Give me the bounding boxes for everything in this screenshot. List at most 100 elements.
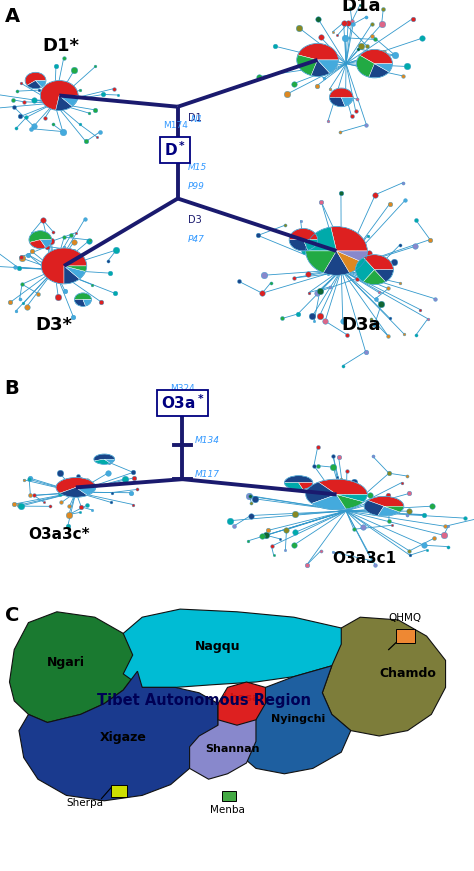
Wedge shape (384, 506, 404, 512)
Point (340, 16, 347, 30)
Point (271, 39, 279, 53)
Wedge shape (356, 258, 374, 282)
Point (130, 471, 137, 485)
Point (35, 83, 43, 97)
Point (384, 281, 392, 295)
Point (70, 235, 78, 249)
Point (19, 296, 27, 310)
Wedge shape (329, 88, 353, 98)
Polygon shape (218, 682, 265, 726)
Point (26, 471, 34, 485)
Point (348, 109, 356, 123)
Point (264, 523, 272, 537)
Point (313, 286, 320, 300)
Wedge shape (356, 55, 374, 78)
Wedge shape (104, 459, 115, 463)
Point (418, 31, 426, 45)
Point (368, 17, 375, 31)
Point (371, 63, 379, 77)
Point (365, 246, 373, 260)
Point (351, 229, 359, 243)
Wedge shape (284, 483, 303, 490)
Point (18, 277, 26, 291)
Point (276, 532, 284, 546)
Point (368, 312, 375, 326)
Wedge shape (306, 483, 337, 503)
Point (314, 459, 321, 473)
Point (344, 327, 351, 341)
Point (91, 103, 99, 117)
Wedge shape (311, 495, 346, 510)
Point (10, 497, 18, 511)
Point (245, 534, 252, 548)
Point (133, 483, 141, 496)
Point (49, 225, 57, 239)
Point (61, 284, 69, 298)
Point (350, 523, 357, 537)
Point (424, 312, 432, 326)
Point (303, 558, 310, 572)
Point (28, 226, 36, 240)
Point (261, 268, 268, 282)
Point (246, 490, 254, 503)
Point (246, 489, 253, 503)
Point (335, 450, 342, 464)
Point (398, 476, 405, 490)
Point (350, 475, 358, 489)
Point (396, 238, 404, 252)
Point (20, 95, 28, 109)
Point (369, 449, 377, 463)
Point (303, 58, 311, 72)
Point (356, 0, 364, 12)
Point (326, 280, 334, 294)
Wedge shape (337, 495, 367, 502)
Point (445, 519, 452, 533)
Point (368, 554, 376, 568)
Point (309, 309, 316, 323)
Wedge shape (341, 98, 353, 106)
Point (282, 543, 289, 557)
Text: M174: M174 (163, 121, 188, 131)
Point (17, 110, 24, 124)
Point (330, 222, 337, 236)
Point (258, 287, 266, 300)
Point (83, 474, 91, 488)
Point (247, 496, 255, 510)
Point (129, 465, 137, 479)
Point (373, 270, 381, 284)
Text: $\mathbf{O3a^*}$: $\mathbf{O3a^*}$ (161, 394, 204, 412)
Point (107, 267, 114, 280)
Point (30, 489, 37, 503)
Wedge shape (319, 479, 367, 495)
Point (440, 529, 447, 543)
Text: Ngari: Ngari (47, 656, 85, 669)
Point (317, 544, 325, 557)
Wedge shape (306, 251, 337, 273)
Wedge shape (60, 488, 88, 497)
Wedge shape (297, 55, 318, 76)
Point (357, 39, 365, 53)
Point (430, 531, 438, 545)
Text: P47: P47 (188, 234, 205, 244)
Point (40, 496, 48, 510)
Point (295, 21, 303, 35)
Point (310, 459, 318, 473)
Point (81, 212, 89, 226)
Point (36, 233, 43, 247)
Point (11, 260, 18, 273)
Text: Chamdo: Chamdo (379, 666, 436, 679)
Point (316, 284, 324, 298)
Point (371, 319, 378, 333)
Wedge shape (40, 240, 52, 247)
Point (72, 257, 79, 271)
Point (396, 276, 403, 290)
Point (368, 29, 376, 43)
Point (15, 261, 23, 275)
Point (247, 509, 255, 523)
Point (55, 290, 62, 304)
Point (283, 87, 291, 101)
Wedge shape (360, 50, 392, 64)
Bar (222, 791, 236, 800)
Point (267, 276, 274, 290)
Point (98, 295, 105, 309)
